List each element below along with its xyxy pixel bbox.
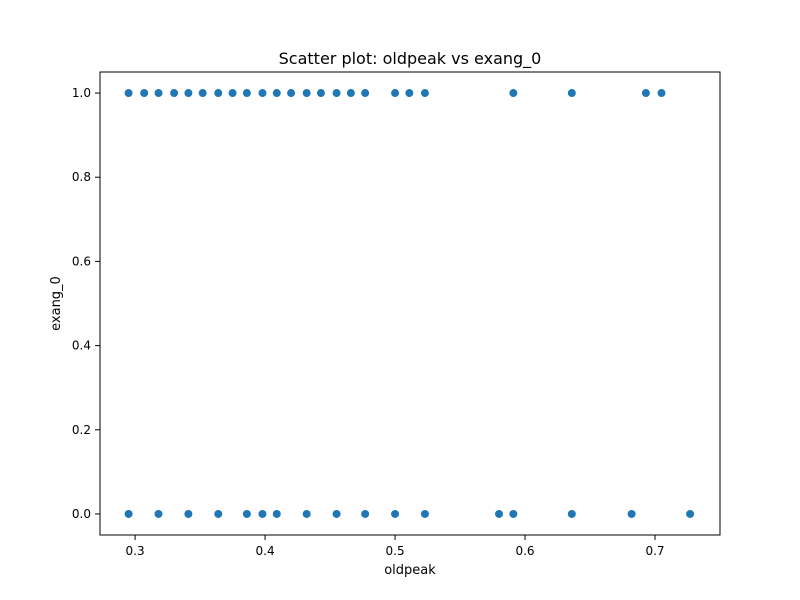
scatter-point bbox=[391, 89, 400, 98]
scatter-point bbox=[567, 89, 576, 98]
data-points bbox=[124, 89, 695, 518]
chart-title: Scatter plot: oldpeak vs exang_0 bbox=[279, 49, 542, 69]
scatter-point bbox=[302, 509, 311, 518]
scatter-point bbox=[198, 89, 207, 98]
scatter-point bbox=[140, 89, 149, 98]
scatter-point bbox=[272, 89, 281, 98]
scatter-point bbox=[361, 509, 370, 518]
scatter-point bbox=[154, 509, 163, 518]
x-tick-label: 0.6 bbox=[515, 544, 534, 558]
scatter-point bbox=[184, 509, 193, 518]
scatter-point bbox=[657, 89, 666, 98]
scatter-point bbox=[184, 89, 193, 98]
y-axis-label: exang_0 bbox=[49, 276, 64, 331]
scatter-point bbox=[567, 509, 576, 518]
scatter-point bbox=[509, 509, 518, 518]
scatter-point bbox=[214, 89, 223, 98]
x-tick-label: 0.5 bbox=[386, 544, 405, 558]
x-tick-label: 0.7 bbox=[645, 544, 664, 558]
x-tick-label: 0.4 bbox=[256, 544, 275, 558]
x-axis-ticks: 0.3 0.4 0.5 0.6 0.7 bbox=[126, 535, 665, 558]
scatter-point bbox=[214, 509, 223, 518]
scatter-point bbox=[302, 89, 311, 98]
scatter-point bbox=[405, 89, 414, 98]
scatter-point bbox=[170, 89, 179, 98]
scatter-point bbox=[258, 509, 267, 518]
x-tick-label: 0.3 bbox=[126, 544, 145, 558]
scatter-point bbox=[124, 509, 133, 518]
scatter-point bbox=[361, 89, 370, 98]
scatter-point bbox=[627, 509, 636, 518]
scatter-point bbox=[242, 509, 251, 518]
scatter-point bbox=[420, 509, 429, 518]
scatter-point bbox=[332, 509, 341, 518]
scatter-point bbox=[154, 89, 163, 98]
scatter-point bbox=[391, 509, 400, 518]
x-axis-label: oldpeak bbox=[384, 563, 436, 578]
scatter-point bbox=[316, 89, 325, 98]
y-tick-label: 0.2 bbox=[72, 423, 91, 437]
scatter-point bbox=[287, 89, 296, 98]
scatter-point bbox=[346, 89, 355, 98]
scatter-point bbox=[509, 89, 518, 98]
y-axis-ticks: 0.0 0.2 0.4 0.6 0.8 1.0 bbox=[72, 86, 100, 521]
scatter-point bbox=[332, 89, 341, 98]
scatter-point bbox=[124, 89, 133, 98]
y-tick-label: 0.6 bbox=[72, 254, 91, 268]
y-tick-label: 1.0 bbox=[72, 86, 91, 100]
scatter-point bbox=[495, 509, 504, 518]
scatter-point bbox=[228, 89, 237, 98]
y-tick-label: 0.0 bbox=[72, 507, 91, 521]
scatter-point bbox=[420, 89, 429, 98]
scatter-point bbox=[272, 509, 281, 518]
scatter-point bbox=[258, 89, 267, 98]
y-tick-label: 0.4 bbox=[72, 339, 91, 353]
scatter-point bbox=[641, 89, 650, 98]
scatter-point bbox=[242, 89, 251, 98]
scatter-point bbox=[686, 509, 695, 518]
plot-area-frame bbox=[99, 71, 721, 536]
y-tick-label: 0.8 bbox=[72, 170, 91, 184]
